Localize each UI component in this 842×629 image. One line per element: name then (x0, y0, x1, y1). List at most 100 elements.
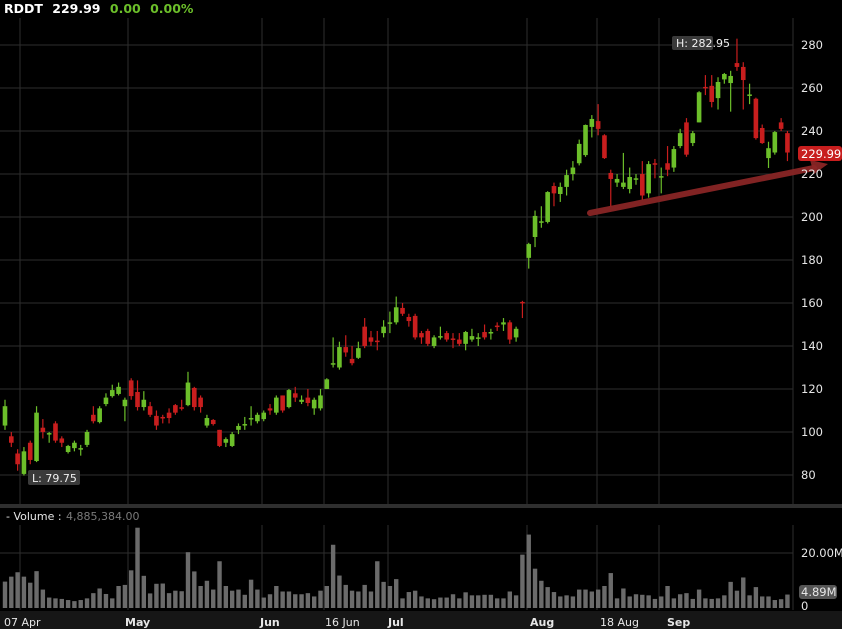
candle[interactable] (501, 318, 506, 331)
candle[interactable] (539, 206, 544, 228)
candle[interactable] (665, 146, 670, 177)
candle[interactable] (444, 330, 449, 342)
candle[interactable] (122, 397, 128, 422)
candle[interactable] (349, 346, 355, 366)
candle[interactable] (34, 406, 39, 463)
candle[interactable] (633, 174, 639, 185)
candle[interactable] (2, 399, 8, 430)
candle[interactable] (356, 341, 361, 359)
candle[interactable] (658, 167, 664, 194)
candle[interactable] (488, 328, 494, 340)
candle[interactable] (772, 131, 778, 155)
candle[interactable] (406, 313, 412, 327)
candle[interactable] (412, 313, 418, 340)
candle[interactable] (305, 389, 311, 407)
candle[interactable] (703, 75, 708, 96)
candle[interactable] (261, 410, 267, 422)
candle[interactable] (299, 395, 304, 405)
candle[interactable] (576, 139, 582, 166)
candle[interactable] (778, 118, 784, 131)
candle[interactable] (450, 333, 456, 349)
candle[interactable] (520, 300, 525, 319)
candle[interactable] (646, 161, 651, 198)
candle[interactable] (387, 311, 393, 334)
candle[interactable] (135, 380, 140, 411)
candle[interactable] (595, 104, 601, 136)
candle[interactable] (9, 432, 14, 448)
candle[interactable] (217, 429, 222, 448)
candle[interactable] (116, 382, 121, 396)
candle[interactable] (747, 83, 752, 105)
candle[interactable] (696, 91, 702, 123)
candle[interactable] (242, 416, 248, 430)
candle[interactable] (286, 389, 292, 409)
candle[interactable] (393, 296, 399, 325)
candle[interactable] (267, 404, 273, 415)
candle[interactable] (734, 38, 740, 71)
candle[interactable] (274, 395, 279, 415)
candle[interactable] (608, 169, 614, 208)
candle[interactable] (457, 333, 462, 346)
candle[interactable] (570, 161, 576, 181)
candle[interactable] (507, 320, 513, 344)
candle[interactable] (684, 118, 689, 157)
candle[interactable] (141, 391, 147, 411)
candle[interactable] (103, 393, 109, 407)
candle[interactable] (640, 161, 645, 200)
candle[interactable] (564, 169, 569, 196)
candle[interactable] (482, 324, 487, 340)
candle[interactable] (583, 124, 588, 157)
candle[interactable] (475, 333, 481, 346)
candle[interactable] (91, 406, 96, 424)
candle[interactable] (154, 410, 159, 430)
candle[interactable] (15, 449, 20, 471)
candle[interactable] (311, 397, 317, 415)
candle[interactable] (557, 182, 563, 202)
candle[interactable] (229, 432, 235, 448)
candle[interactable] (337, 341, 342, 370)
candle[interactable] (589, 115, 595, 138)
candle[interactable] (740, 62, 746, 110)
candle[interactable] (766, 141, 771, 168)
candle[interactable] (715, 77, 721, 110)
candle[interactable] (72, 440, 77, 452)
candle[interactable] (381, 320, 386, 338)
candle[interactable] (192, 386, 197, 411)
candle[interactable] (179, 399, 184, 411)
candle[interactable] (690, 131, 696, 147)
candle[interactable] (21, 447, 27, 476)
candle[interactable] (671, 146, 677, 172)
candle[interactable] (368, 330, 374, 346)
candle[interactable] (431, 335, 437, 349)
candle[interactable] (330, 337, 336, 368)
candle[interactable] (147, 401, 153, 417)
candle[interactable] (425, 328, 431, 346)
candle[interactable] (318, 389, 323, 411)
candle[interactable] (46, 432, 52, 443)
trendline[interactable] (587, 165, 817, 216)
candle[interactable] (40, 419, 46, 439)
candle[interactable] (223, 437, 229, 448)
candle[interactable] (78, 444, 84, 456)
candle[interactable] (84, 429, 90, 448)
candle[interactable] (400, 303, 405, 316)
candle[interactable] (677, 128, 683, 149)
pane-separator[interactable] (0, 504, 842, 508)
candle[interactable] (419, 330, 424, 344)
candle[interactable] (551, 182, 557, 207)
candle[interactable] (374, 330, 380, 351)
candle[interactable] (709, 75, 715, 108)
candle[interactable] (627, 167, 632, 194)
candle[interactable] (728, 70, 733, 112)
candle[interactable] (438, 326, 443, 340)
candle[interactable] (759, 124, 765, 144)
candle[interactable] (248, 406, 254, 426)
candle[interactable] (53, 421, 58, 443)
candle[interactable] (494, 322, 500, 331)
candle[interactable] (621, 152, 626, 190)
candle[interactable] (343, 335, 349, 357)
candle[interactable] (324, 378, 330, 389)
candle[interactable] (532, 210, 538, 248)
candle[interactable] (362, 318, 367, 349)
